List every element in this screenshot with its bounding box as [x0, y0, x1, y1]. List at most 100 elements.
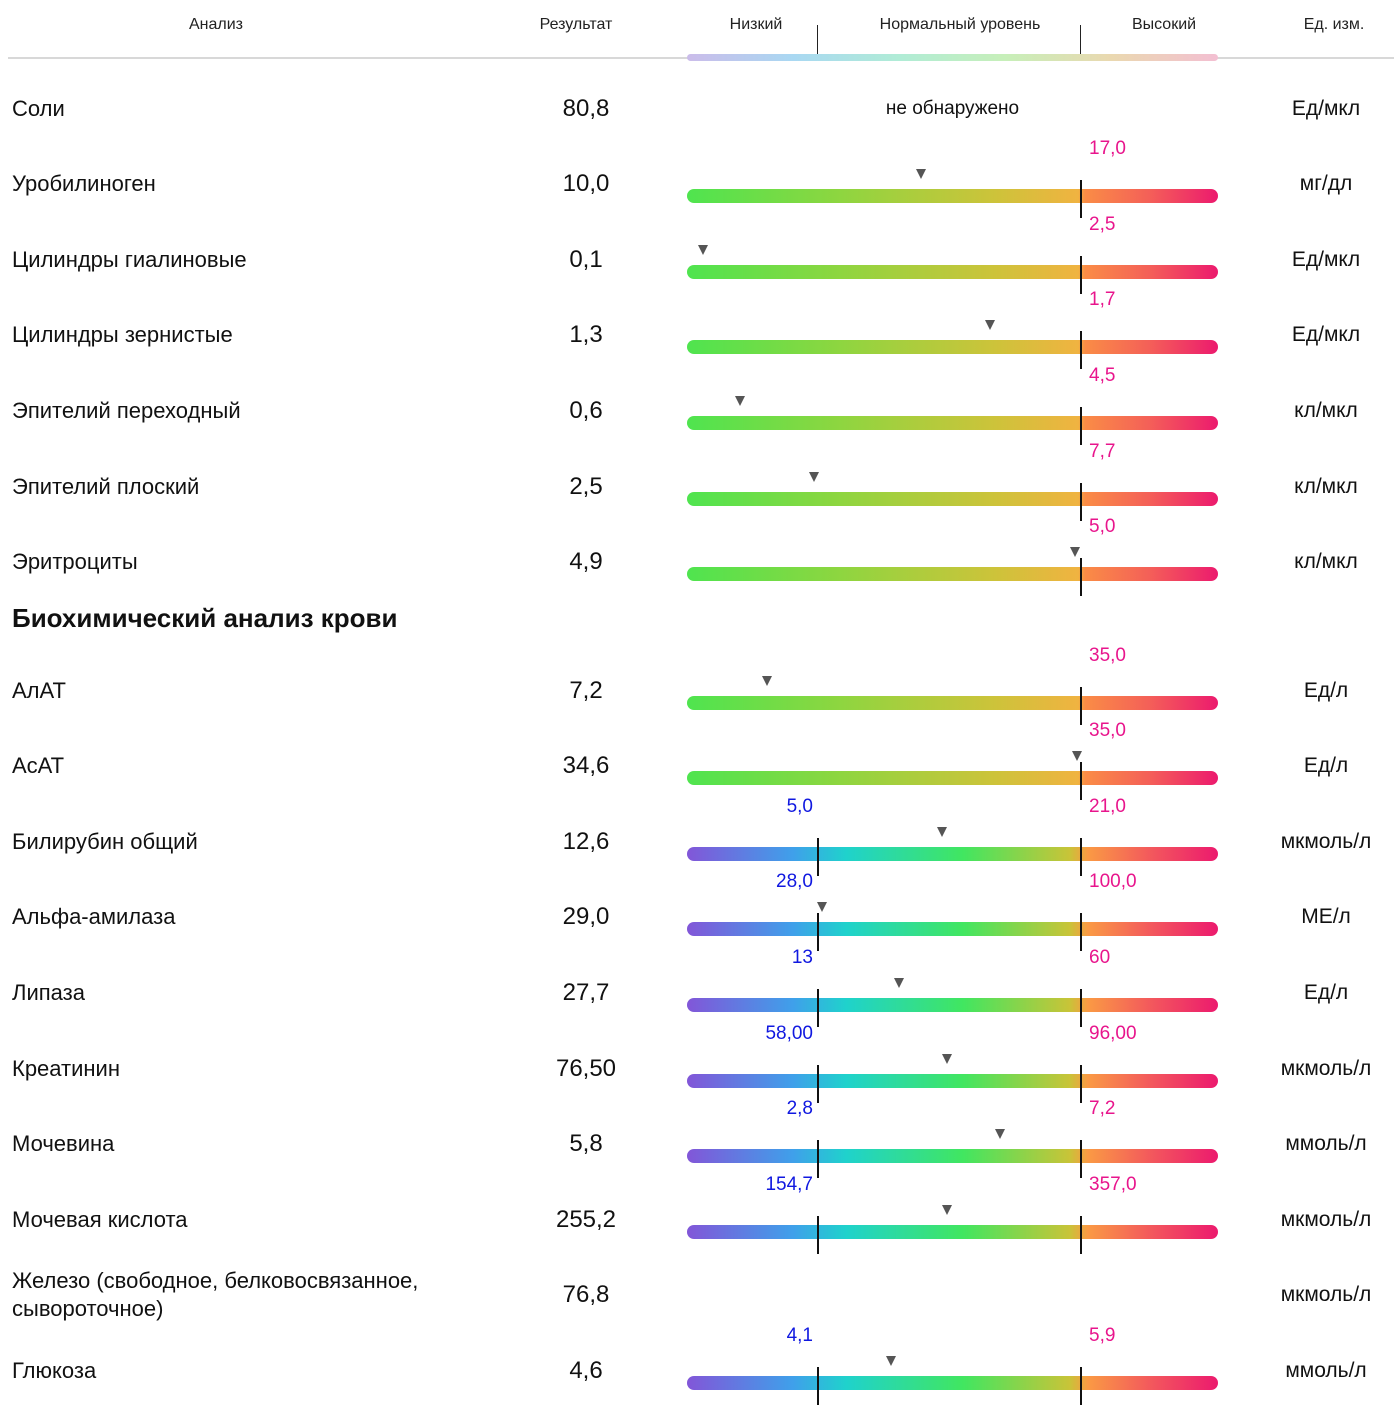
high-limit-label: 4,5 [1089, 365, 1116, 386]
header-high-divider [1080, 25, 1081, 59]
analysis-unit: мкмоль/л [1280, 830, 1372, 853]
low-limit-label: 58,00 [765, 1023, 813, 1044]
header-low-divider [817, 25, 818, 59]
analysis-unit: мкмоль/л [1280, 1057, 1372, 1080]
section-title: Биохимический анализ крови [12, 603, 398, 633]
analysis-unit: мкмоль/л [1280, 1208, 1372, 1231]
result-marker-icon [995, 1129, 1006, 1139]
analysis-row-creatinine: Креатинин 76,50 58,00 96,00 мкмоль/л [0, 1023, 1394, 1107]
analysis-unit: Ед/мкл [1291, 323, 1361, 346]
high-limit-tick [1080, 1216, 1082, 1254]
low-limit-label: 13 [791, 947, 813, 968]
analysis-name: АлАТ [12, 678, 66, 703]
analysis-unit: мкмоль/л [1280, 1283, 1372, 1306]
analysis-row-alt: АлАТ 7,2 35,0 Ед/л [0, 645, 1394, 729]
analysis-row-iron: Железо (свободное, белковосвязанное, сыв… [0, 1257, 1394, 1333]
analysis-unit: Ед/л [1303, 754, 1349, 777]
analysis-unit: Ед/мкл [1291, 248, 1361, 271]
range-bar [687, 847, 1218, 861]
column-header-unit: Ед. изм. [1303, 16, 1365, 33]
analysis-name: Липаза [12, 980, 85, 1005]
analysis-name: Цилиндры зернистые [12, 322, 233, 347]
result-marker-icon [1069, 547, 1080, 557]
high-limit-label: 35,0 [1089, 645, 1126, 666]
result-marker-icon [984, 320, 995, 330]
high-limit-label: 100,0 [1089, 871, 1137, 892]
high-limit-tick [1080, 1140, 1082, 1178]
analysis-name: Эпителий переходный [12, 398, 241, 423]
high-limit-tick [1080, 558, 1082, 596]
analysis-unit: кл/мкл [1294, 475, 1358, 498]
analysis-result: 4,9 [569, 548, 603, 575]
analysis-row-urobilinogen: Уробилиноген 10,0 17,0 мг/дл [0, 138, 1394, 222]
high-limit-tick [1080, 407, 1082, 445]
analysis-row-lipase: Липаза 27,7 13 60 Ед/л [0, 947, 1394, 1031]
analysis-result: 29,0 [562, 903, 610, 930]
low-limit-tick [817, 838, 819, 876]
range-bar [687, 340, 1218, 354]
analysis-result: 27,7 [562, 979, 610, 1006]
range-bar [687, 696, 1218, 710]
range-bar [687, 1074, 1218, 1088]
high-limit-tick [1080, 913, 1082, 951]
result-marker-icon [936, 827, 947, 837]
result-marker-icon [735, 396, 746, 406]
high-limit-label: 96,00 [1089, 1023, 1137, 1044]
analysis-result: 255,2 [555, 1206, 617, 1233]
header-scale-bar [687, 54, 1218, 61]
high-limit-label: 1,7 [1089, 289, 1116, 310]
analysis-name: АсАТ [12, 753, 65, 778]
analysis-result: 0,6 [569, 397, 603, 424]
high-limit-tick [1080, 762, 1082, 800]
low-limit-tick [817, 913, 819, 951]
result-marker-icon [809, 472, 820, 482]
result-marker-icon [817, 902, 828, 912]
low-limit-label: 5,0 [786, 796, 813, 817]
result-marker-icon [697, 245, 708, 255]
analysis-name: Соли [12, 96, 65, 121]
low-limit-label: 154,7 [765, 1174, 813, 1195]
high-limit-tick [1080, 331, 1082, 369]
analysis-name: Железо (свободное, белковосвязанное, сыв… [12, 1268, 419, 1321]
analysis-result: 1,3 [569, 321, 603, 348]
analysis-row-uric-acid: Мочевая кислота 255,2 154,7 357,0 мкмоль… [0, 1174, 1394, 1258]
analysis-row-granular-casts: Цилиндры зернистые 1,3 1,7 Ед/мкл [0, 289, 1394, 373]
analysis-result: 7,2 [569, 677, 603, 704]
high-limit-label: 2,5 [1089, 214, 1116, 235]
high-limit-tick [1080, 1065, 1082, 1103]
analysis-unit: Ед/л [1303, 981, 1349, 1004]
high-limit-label: 17,0 [1089, 138, 1126, 159]
analysis-unit: Ед/л [1303, 679, 1349, 702]
low-limit-tick [817, 1140, 819, 1178]
analysis-unit: кл/мкл [1294, 550, 1358, 573]
analysis-result: 12,6 [562, 828, 610, 855]
high-limit-tick [1080, 256, 1082, 294]
high-limit-tick [1080, 989, 1082, 1027]
range-bar [687, 998, 1218, 1012]
range-bar [687, 265, 1218, 279]
analysis-name: Цилиндры гиалиновые [12, 247, 247, 272]
range-bar [687, 567, 1218, 581]
analysis-row-alpha-amylase: Альфа-амилаза 29,0 28,0 100,0 МЕ/л [0, 871, 1394, 955]
analysis-name: Мочевая кислота [12, 1207, 188, 1232]
result-marker-icon [942, 1054, 953, 1064]
analysis-note: не обнаружено [885, 98, 1020, 119]
column-header-high: Высокий [1131, 16, 1197, 33]
high-limit-tick [1080, 180, 1082, 218]
analysis-unit: МЕ/л [1301, 905, 1351, 928]
analysis-row-hyaline-casts: Цилиндры гиалиновые 0,1 2,5 Ед/мкл [0, 214, 1394, 298]
high-limit-tick [1080, 483, 1082, 521]
result-marker-icon [894, 978, 905, 988]
column-header-normal: Нормальный уровень [879, 16, 1041, 33]
analysis-name: Глюкоза [12, 1358, 97, 1383]
range-bar [687, 189, 1218, 203]
analysis-result: 10,0 [562, 170, 610, 197]
analysis-name: Эпителий плоский [12, 474, 200, 499]
range-bar [687, 1225, 1218, 1239]
range-bar [687, 922, 1218, 936]
range-bar [687, 492, 1218, 506]
analysis-row-transitional-epithelium: Эпителий переходный 0,6 4,5 кл/мкл [0, 365, 1394, 449]
analysis-row-erythrocytes: Эритроциты 4,9 5,0 кл/мкл [0, 516, 1394, 600]
analysis-name: Билирубин общий [12, 829, 198, 854]
low-limit-tick [817, 1065, 819, 1103]
